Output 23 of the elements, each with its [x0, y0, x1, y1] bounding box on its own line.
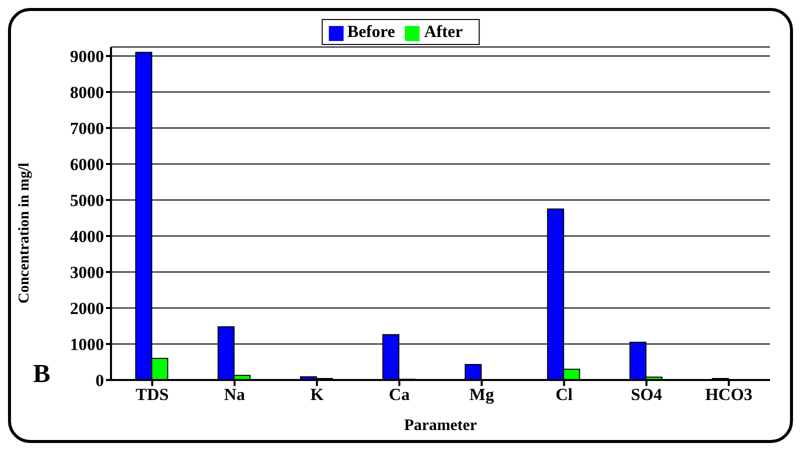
x-tick-label: TDS	[136, 385, 169, 404]
x-tick-label: Na	[224, 385, 246, 404]
x-axis-title: Parameter	[404, 417, 477, 434]
y-tick-label: 5000	[70, 191, 104, 210]
y-tick-label: 4000	[70, 227, 104, 246]
y-tick-label: 3000	[70, 263, 104, 282]
x-tick-label: HCO3	[705, 385, 752, 404]
x-tick-label: SO4	[630, 385, 663, 404]
legend-label: After	[424, 22, 463, 41]
y-tick-label: 7000	[70, 119, 104, 138]
x-tick-label: K	[310, 385, 324, 404]
y-tick-label: 2000	[70, 299, 104, 318]
legend-label: Before	[347, 22, 396, 41]
y-tick-label: 8000	[70, 83, 104, 102]
text: B	[33, 359, 50, 389]
y-tick-label: 0	[96, 371, 104, 390]
y-axis-title: Concentration in mg/l	[16, 162, 32, 304]
y-tick-label: 6000	[70, 155, 104, 174]
x-tick-label: Ca	[388, 385, 410, 404]
y-tick-label: 1000	[70, 335, 104, 354]
y-tick-label: 9000	[70, 47, 104, 66]
x-tick-label: Mg	[469, 385, 494, 404]
x-tick-label: Cl	[556, 385, 573, 404]
